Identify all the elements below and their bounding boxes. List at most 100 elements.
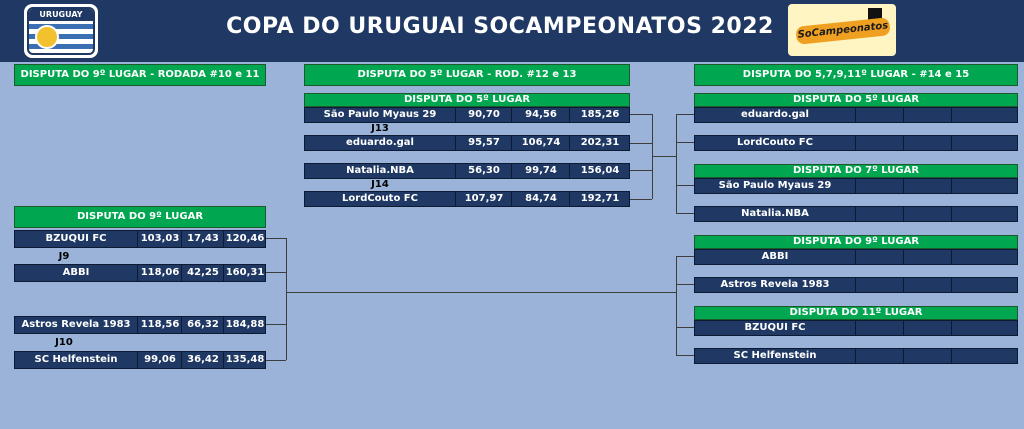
bracket-line (266, 272, 286, 273)
bracket-line (676, 213, 694, 214)
page-header: URUGUAY COPA DO URUGUAI SOCAMPEONATOS 20… (0, 0, 1024, 62)
round-1-score (855, 136, 904, 150)
total-score: 156,04 (569, 164, 630, 178)
group-11th-title: DISPUTA DO 11º LUGAR (694, 306, 1018, 320)
bracket-line (652, 170, 653, 199)
team-row-9th-a[interactable]: ABBI (694, 249, 1018, 265)
bracket-line (676, 355, 694, 356)
total-score: 185,26 (569, 108, 630, 122)
total-score (951, 278, 1018, 292)
round-1-score (855, 108, 904, 122)
team-name: Natalia.NBA (741, 208, 809, 219)
uruguay-badge-logo: URUGUAY (24, 4, 98, 58)
bracket-line (676, 256, 677, 356)
badge-text: URUGUAY (29, 9, 93, 21)
match-label-j10: J10 (55, 337, 73, 348)
round-2-score (903, 207, 952, 221)
round-2-score (903, 179, 952, 193)
team-name: ABBI (62, 267, 90, 278)
group-7th-title: DISPUTA DO 7º LUGAR (694, 164, 1018, 178)
match-row-bzuqui[interactable]: BZUQUI FC 103,03 17,43 120,46 (14, 230, 266, 248)
round-2-score: 66,32 (181, 317, 224, 333)
team-row-11th-a[interactable]: BZUQUI FC (694, 320, 1018, 336)
match-row-lordcouto[interactable]: LordCouto FC 107,97 84,74 192,71 (304, 191, 630, 207)
team-name: São Paulo Myaus 29 (718, 180, 832, 191)
team-name: Astros Revela 1983 (21, 319, 131, 330)
team-name: BZUQUI FC (744, 322, 806, 333)
total-score (951, 179, 1018, 193)
bracket-line (676, 142, 694, 143)
round-1-score: 99,06 (137, 352, 182, 368)
sun-icon (35, 25, 59, 49)
match-label-j13: J13 (371, 123, 389, 134)
team-name: eduardo.gal (346, 137, 414, 148)
team-row-9th-b[interactable]: Astros Revela 1983 (694, 277, 1018, 293)
round-2-score: 42,25 (181, 265, 224, 281)
match-row-natalia[interactable]: Natalia.NBA 56,30 99,74 156,04 (304, 163, 630, 179)
group-9th-title: DISPUTA DO 9º LUGAR (694, 235, 1018, 249)
logo-text: SoCampeonatos (795, 17, 891, 45)
team-name: eduardo.gal (741, 109, 809, 120)
bracket-line (286, 324, 287, 360)
team-name: Natalia.NBA (346, 165, 414, 176)
round-2-score (903, 108, 952, 122)
team-row-5th-a[interactable]: eduardo.gal (694, 107, 1018, 123)
bracket-line (676, 185, 694, 186)
round-1-score: 56,30 (455, 164, 512, 178)
total-score (951, 250, 1018, 264)
left-group-title: DISPUTA DO 9º LUGAR (14, 206, 266, 228)
match-row-eduardo[interactable]: eduardo.gal 95,57 106,74 202,31 (304, 135, 630, 151)
middle-section-title: DISPUTA DO 5º LUGAR - ROD. #12 e 13 (304, 64, 630, 86)
bracket-line (266, 324, 286, 325)
match-row-helfenstein[interactable]: SC Helfenstein 99,06 36,42 135,48 (14, 351, 266, 369)
total-score: 202,31 (569, 136, 630, 150)
match-row-abbi[interactable]: ABBI 118,06 42,25 160,31 (14, 264, 266, 282)
team-name: SC Helfenstein (34, 354, 118, 365)
match-label-j14: J14 (371, 179, 389, 190)
round-2-score (903, 321, 952, 335)
shield-icon: URUGUAY (27, 7, 95, 55)
page-title: COPA DO URUGUAI SOCAMPEONATOS 2022 (226, 14, 774, 39)
team-row-7th-b[interactable]: Natalia.NBA (694, 206, 1018, 222)
total-score: 120,46 (223, 231, 266, 247)
total-score (951, 108, 1018, 122)
bracket-line (676, 284, 694, 285)
socampeonatos-logo: SoCampeonatos (788, 4, 896, 56)
total-score: 184,88 (223, 317, 266, 333)
round-1-score: 95,57 (455, 136, 512, 150)
left-section-title: DISPUTA DO 9º LUGAR - RODADA #10 e 11 (14, 64, 266, 86)
match-row-sao-paulo[interactable]: São Paulo Myaus 29 90,70 94,56 185,26 (304, 107, 630, 123)
round-2-score (903, 349, 952, 363)
match-label-j9: J9 (58, 251, 70, 262)
team-name: ABBI (761, 251, 789, 262)
total-score (951, 207, 1018, 221)
team-name: BZUQUI FC (45, 233, 107, 244)
team-row-11th-b[interactable]: SC Helfenstein (694, 348, 1018, 364)
bracket-line (286, 292, 676, 293)
round-1-score: 103,03 (137, 231, 182, 247)
total-score: 192,71 (569, 192, 630, 206)
bracket-line (676, 327, 694, 328)
total-score: 160,31 (223, 265, 266, 281)
bracket-line (652, 114, 653, 143)
match-row-astros[interactable]: Astros Revela 1983 118,56 66,32 184,88 (14, 316, 266, 334)
bracket-line (266, 360, 286, 361)
bracket-line (652, 156, 676, 157)
bracket-line (676, 114, 694, 115)
bracket-line (286, 272, 287, 324)
total-score: 135,48 (223, 352, 266, 368)
team-row-5th-b[interactable]: LordCouto FC (694, 135, 1018, 151)
round-1-score: 90,70 (455, 108, 512, 122)
round-2-score (903, 250, 952, 264)
round-2-score: 17,43 (181, 231, 224, 247)
bracket-line (286, 238, 287, 272)
round-1-score (855, 321, 904, 335)
team-row-7th-a[interactable]: São Paulo Myaus 29 (694, 178, 1018, 194)
total-score (951, 349, 1018, 363)
bracket-line (630, 143, 652, 144)
total-score (951, 136, 1018, 150)
team-name: Astros Revela 1983 (720, 279, 830, 290)
round-1-score (855, 250, 904, 264)
team-name: LordCouto FC (737, 137, 813, 148)
bracket-line (266, 238, 286, 239)
